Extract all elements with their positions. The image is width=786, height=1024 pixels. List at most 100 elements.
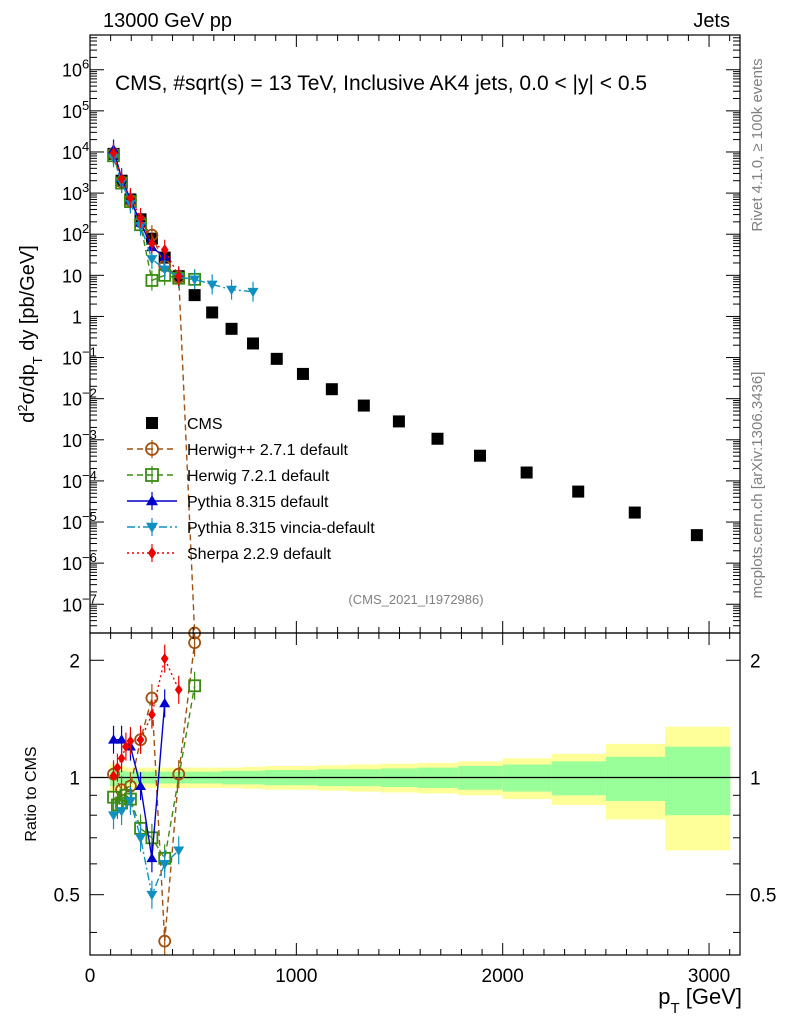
ratio-point (108, 734, 120, 744)
y-tick-label: 10−3 (62, 427, 97, 451)
data-point (225, 322, 238, 335)
ratio-y-tick-label-right: 2 (750, 651, 761, 672)
data-point (357, 399, 370, 412)
ratio-y-tick-label-right: 1 (750, 768, 761, 789)
data-point (270, 352, 283, 365)
y-tick-label: 10 (62, 266, 82, 286)
inner-band (605, 756, 666, 802)
x-tick-label: 3000 (688, 966, 730, 987)
main-y-axis-label: d2σ/dpT dy [pb/GeV] (15, 245, 45, 423)
inner-band (551, 761, 606, 796)
ratio-point (158, 934, 172, 948)
ratio-line (112, 685, 196, 861)
legend-label: Herwig 7.2.1 default (187, 468, 330, 485)
ratio-panel-series (107, 633, 202, 955)
ratio-point (111, 798, 124, 812)
x-tick-label: 1000 (275, 966, 317, 987)
data-point (431, 432, 444, 445)
series-2 (107, 145, 202, 291)
data-point (325, 383, 338, 396)
x-tick-label: 0 (85, 966, 96, 987)
legend-entry: CMS (146, 416, 223, 433)
ratio-point (188, 679, 202, 693)
ratio-point (116, 807, 128, 817)
ratio-point (126, 735, 135, 747)
legend: CMS Herwig++ 2.7.1 default Herwig 7.2.1 de… (127, 416, 375, 563)
rivet-version-label: Rivet 4.1.0, ≥ 100k events (749, 58, 766, 231)
inner-band (665, 746, 731, 816)
axis-ticks: 0 1000 2000 3000 10−7 10−6 10−5 10−4 10−3 10−2 10−… (54, 34, 776, 987)
ratio-series-3 (108, 787, 185, 909)
ratio-y-axis-label: Ratio to CMS (23, 746, 40, 841)
ratio-point (113, 762, 122, 774)
ratio-point (172, 767, 186, 781)
ratio-point (122, 741, 130, 753)
ratio-uncertainty-bands (110, 726, 731, 851)
y-tick-label: 104 (62, 139, 89, 163)
main-panel-frame (89, 34, 741, 634)
y-tick-label: 10−4 (62, 468, 97, 492)
y-tick-label: 10−6 (62, 550, 97, 574)
legend-entry: Herwig++ 2.7.1 default (127, 440, 349, 459)
ratio-point (146, 890, 158, 901)
ratio-point (108, 811, 120, 821)
analysis-tag: (CMS_2021_I1972986) (348, 592, 483, 607)
ratio-point (109, 770, 118, 782)
data-point (206, 306, 219, 319)
x-tick-label: 2000 (482, 966, 524, 987)
ratio-line (113, 799, 180, 898)
ratio-point (146, 852, 158, 863)
y-tick-label: 105 (62, 98, 89, 122)
legend-entry: Sherpa 2.2.9 default (127, 544, 332, 563)
y-tick-label: 10−1 (62, 345, 97, 369)
series-1 (107, 143, 202, 640)
ratio-point (159, 697, 171, 708)
data-point (628, 506, 641, 519)
legend-label: Sherpa 2.2.9 default (187, 546, 332, 563)
ratio-point (119, 788, 133, 802)
ratio-point (136, 734, 145, 746)
ratio-series-4 (109, 644, 183, 790)
y-tick-label: 106 (62, 57, 89, 81)
legend-marker (147, 547, 157, 559)
legend-label: Pythia 8.315 default (187, 494, 329, 511)
series-line (112, 157, 254, 293)
ratio-point (148, 709, 156, 721)
ratio-point (160, 653, 169, 665)
y-tick-label: 10−7 (62, 591, 97, 615)
data-point (690, 529, 703, 542)
ratio-y-tick-label-right: 0.5 (750, 886, 776, 907)
legend-marker (145, 468, 159, 482)
ratio-y-tick-label: 2 (69, 651, 80, 672)
series-line (112, 155, 195, 282)
y-tick-label: 10−5 (62, 509, 97, 533)
main-panel-series (107, 139, 703, 640)
ratio-point (135, 780, 147, 791)
data-point (520, 466, 533, 479)
ratio-point (145, 831, 159, 845)
y-tick-label: 1 (72, 307, 82, 327)
legend-label: Pythia 8.315 vincia-default (187, 520, 375, 537)
ratio-panel-frame (89, 632, 741, 956)
header-left-label: 13000 GeV pp (103, 10, 232, 32)
ratio-line (112, 642, 196, 942)
legend-marker (146, 522, 158, 533)
mcplots-label: mcplots.cern.ch [arXiv:1306.3436] (749, 372, 766, 599)
legend-label: Herwig++ 2.7.1 default (187, 442, 349, 459)
series-5 (109, 142, 183, 287)
legend-entry: Pythia 8.315 vincia-default (127, 518, 375, 537)
ratio-point (174, 684, 183, 696)
y-tick-label: 10−2 (62, 386, 97, 410)
header-right-label: Jets (693, 10, 730, 32)
legend-entry: Pythia 8.315 default (127, 492, 329, 511)
data-point (188, 289, 201, 302)
data-point (572, 485, 585, 498)
ratio-y-tick-label: 0.5 (54, 886, 80, 907)
data-point (247, 337, 260, 350)
legend-marker (145, 442, 159, 456)
ratio-point (135, 833, 147, 844)
ratio-point (117, 752, 126, 764)
legend-marker (146, 495, 158, 506)
ratio-point (173, 846, 185, 856)
y-tick-label: 102 (62, 221, 89, 245)
